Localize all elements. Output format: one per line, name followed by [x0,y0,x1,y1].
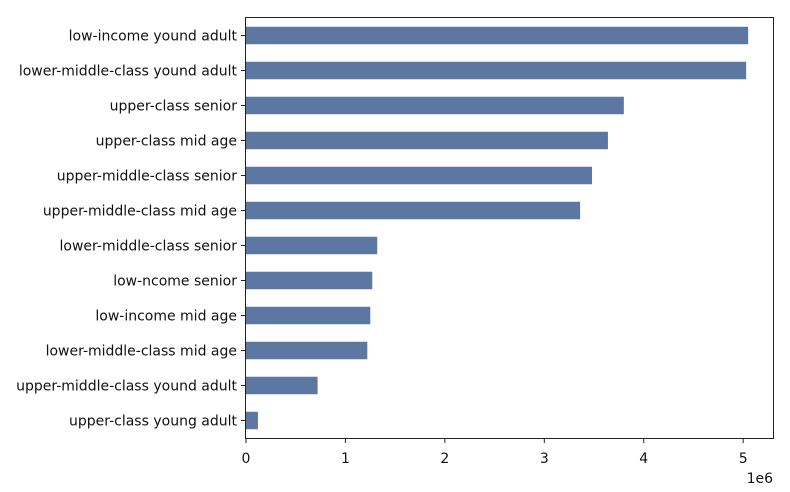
category-label: low-income mid age [95,309,237,325]
category-label: upper-middle-class mid age [43,204,237,220]
category-label: upper-class senior [110,99,238,115]
bar [246,201,581,220]
bar [246,96,624,115]
category-label: lower-middle-class senior [60,239,238,255]
plot-frame [245,17,774,439]
bar [246,61,747,80]
bar [246,26,749,45]
x-tick-label: 3 [540,451,549,467]
category-label: low-ncome senior [113,274,237,290]
category-label: upper-class mid age [96,134,237,150]
bar [246,376,318,395]
bars-layer [246,26,749,430]
x-axis-ticks: 0 1 2 3 4 5 [242,438,748,467]
x-axis-scale-label: 1e6 [747,471,774,487]
bar [246,341,368,360]
category-label: upper-middle-class yound adult [16,379,237,395]
category-label: lower-middle-class mid age [46,344,237,360]
category-label: upper-middle-class senior [57,169,237,185]
bar [246,131,608,150]
x-tick-label: 2 [440,451,449,467]
x-tick-label: 1 [341,451,350,467]
bar [246,166,593,185]
bar [246,306,371,325]
bar [246,271,373,290]
bar [246,236,378,255]
x-tick-label: 4 [639,451,648,467]
category-labels: low-income yound adult lower-middle-class… [16,29,246,430]
category-label: lower-middle-class yound adult [19,64,238,80]
x-tick-label: 0 [242,451,251,467]
x-tick-label: 5 [739,451,748,467]
bar [246,411,258,430]
category-label: low-income yound adult [69,29,238,45]
category-label: upper-class young adult [69,414,238,430]
